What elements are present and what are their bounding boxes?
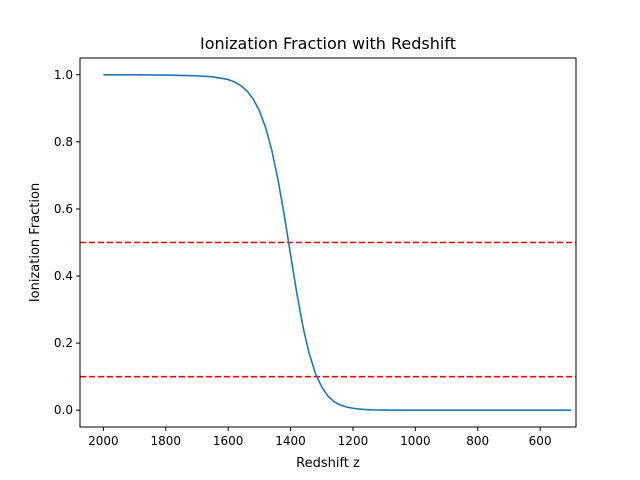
y-axis-label: Ionization Fraction — [28, 183, 43, 302]
x-tick-label: 2000 — [88, 434, 119, 448]
y-tick-label: 0.4 — [54, 269, 73, 283]
x-tick-label: 1400 — [275, 434, 306, 448]
plot-area — [80, 73, 576, 412]
x-tick-label: 1200 — [338, 434, 369, 448]
chart-title: Ionization Fraction with Redshift — [200, 34, 456, 53]
x-tick-label: 1000 — [400, 434, 431, 448]
y-axis-ticks: 0.0 0.2 0.4 0.6 0.8 1.0 — [54, 68, 80, 417]
y-tick-label: 0.2 — [54, 336, 73, 350]
x-axis-ticks: 2000 1800 1600 1400 1200 1000 800 600 — [88, 427, 552, 448]
y-tick-label: 0.6 — [54, 202, 73, 216]
y-tick-label: 0.8 — [54, 135, 73, 149]
plot-frame — [79, 57, 577, 428]
x-tick-label: 1600 — [213, 434, 244, 448]
x-tick-label: 800 — [466, 434, 489, 448]
x-tick-label: 1800 — [151, 434, 182, 448]
x-tick-label: 600 — [529, 434, 552, 448]
x-axis-label: Redshift z — [296, 456, 360, 471]
y-tick-label: 0.0 — [54, 403, 73, 417]
series-line-0 — [103, 73, 572, 412]
y-tick-label: 1.0 — [54, 68, 73, 82]
